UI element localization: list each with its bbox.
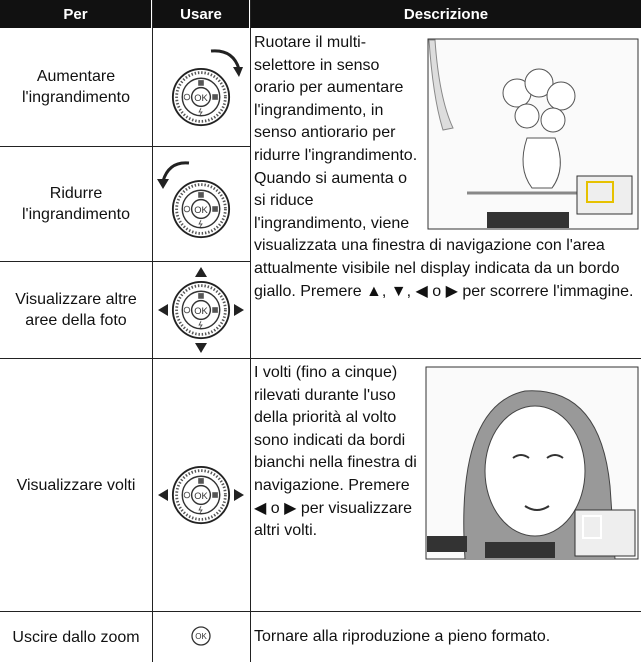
header-cell: Usare <box>153 0 249 28</box>
row-label: Visualizzare altre aree della foto <box>15 291 137 329</box>
illustration <box>425 366 639 560</box>
illustration <box>427 38 639 230</box>
row-label: Uscire dallo zoom <box>12 628 140 646</box>
row-rule <box>0 611 641 612</box>
row-label: Ridurre l'ingrandimento <box>21 185 130 223</box>
row-label: Aumentare l'ingrandimento <box>21 68 130 106</box>
header-cell: Per <box>0 0 151 28</box>
description: Ruotare il multi-selettore in senso orar… <box>254 32 639 303</box>
description: I volti (fino a cinque) rilevati durante… <box>254 362 639 564</box>
row-rule <box>0 146 250 147</box>
description-text: Ruotare il multi-selettore in senso orar… <box>254 34 634 300</box>
column-rule <box>152 0 153 662</box>
row-label: Visualizzare volti <box>16 476 136 494</box>
row-rule <box>0 261 250 262</box>
description-text: I volti (fino a cinque) rilevati durante… <box>254 364 417 540</box>
svg-text:OK: OK <box>195 632 207 641</box>
row-rule <box>0 358 641 359</box>
header-cell: Descrizione <box>251 0 641 28</box>
control-icons: OK <box>157 49 244 646</box>
column-rule <box>250 0 251 662</box>
description: Tornare alla riproduzione a pieno format… <box>254 627 551 645</box>
